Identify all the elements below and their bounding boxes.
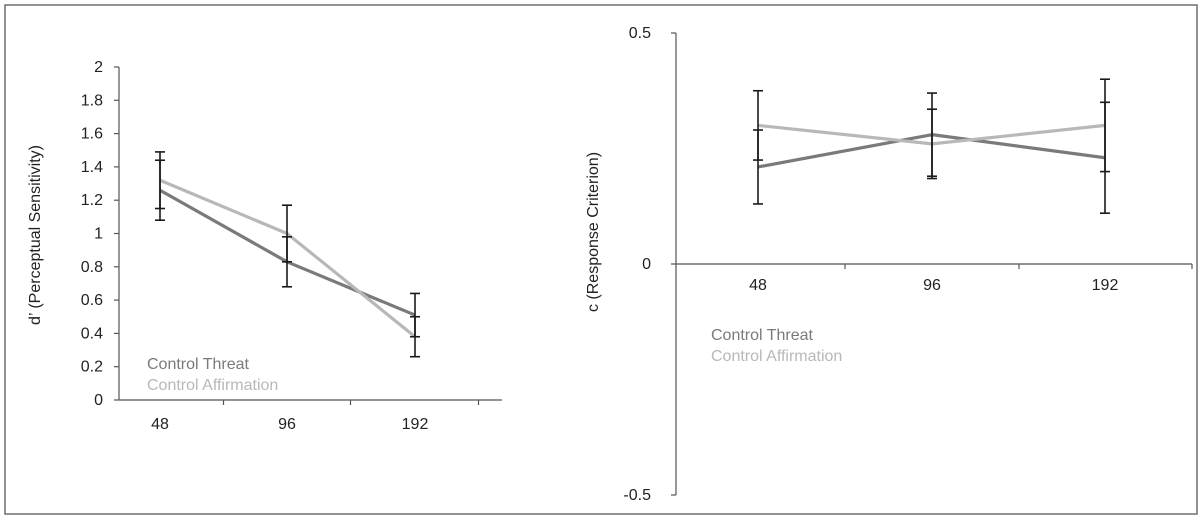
error-bar: [927, 108, 937, 180]
x-tick-label: 192: [402, 416, 429, 433]
x-tick-label: 96: [278, 416, 296, 433]
y-tick-label: 0.5: [629, 25, 651, 42]
chart-response-criterion: c (Response Criterion) -0.5 0 0.5 48 96 192 Co…: [585, 25, 1193, 504]
y-axis-label: c (Response Criterion): [585, 152, 602, 312]
legend-entry: Control Affirmation: [711, 348, 842, 365]
x-tick-label: 48: [749, 277, 767, 294]
y-tick-label: 1.8: [81, 92, 103, 109]
legend-entry: Control Threat: [711, 327, 814, 344]
y-axis-label: d’ (Perceptual Sensitivity): [27, 145, 44, 325]
x-tick-label: 48: [151, 416, 169, 433]
y-tick-label: -0.5: [623, 487, 651, 504]
y-tick-label: 1: [94, 226, 103, 243]
error-bar: [282, 204, 292, 263]
y-tick-label: 1.4: [81, 159, 103, 176]
y-tick-label: 0.4: [81, 325, 103, 342]
y-tick-label: 0: [94, 392, 103, 409]
legend-entry: Control Affirmation: [147, 377, 278, 394]
chart-perceptual-sensitivity: d’ (Perceptual Sensitivity) 0 0.2 0.4 0.6 0.…: [27, 59, 502, 433]
y-tick-label: 2: [94, 59, 103, 76]
y-tick-label: 0.2: [81, 359, 103, 376]
y-tick-label: 0: [642, 256, 651, 273]
x-tick-label: 192: [1092, 277, 1119, 294]
y-tick-label: 0.6: [81, 292, 103, 309]
error-bar: [155, 151, 165, 210]
error-bar: [1100, 78, 1110, 173]
legend-entry: Control Threat: [147, 356, 250, 373]
figure-frame: [4, 4, 1198, 515]
y-tick-label: 1.6: [81, 126, 103, 143]
y-tick-label: 1.2: [81, 192, 103, 209]
y-tick-label: 0.8: [81, 259, 103, 276]
x-tick-label: 96: [923, 277, 941, 294]
error-bar: [753, 89, 763, 161]
error-bar: [410, 315, 420, 358]
